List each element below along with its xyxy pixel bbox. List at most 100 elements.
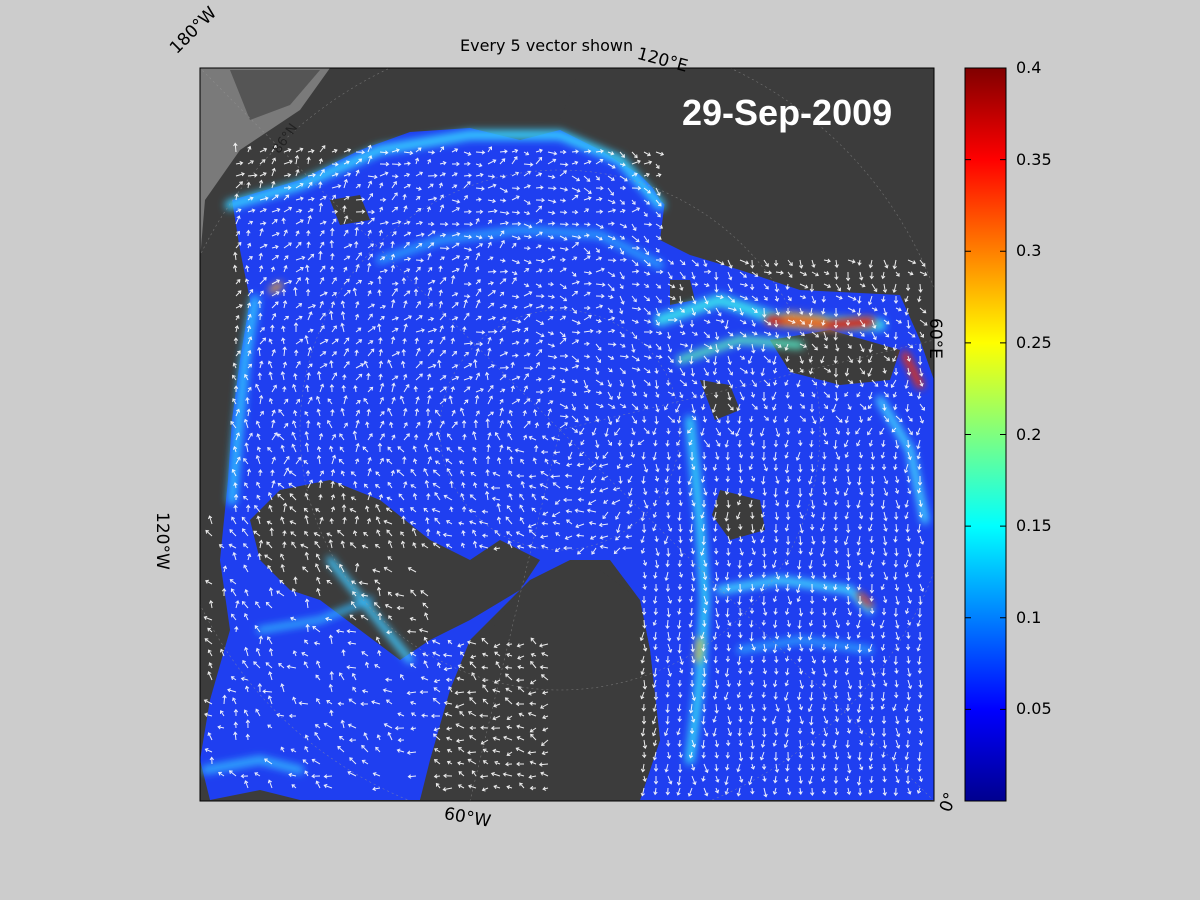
drift-arrow: [283, 264, 288, 273]
drift-arrow: [467, 784, 477, 789]
drift-arrow: [737, 571, 743, 579]
drift-arrow: [751, 319, 756, 327]
drift-arrow: [307, 149, 315, 154]
drift-arrow: [751, 703, 756, 713]
drift-arrow: [595, 439, 600, 449]
drift-arrow: [379, 411, 385, 417]
drift-arrow: [343, 361, 350, 369]
drift-arrow: [727, 307, 737, 312]
drift-arrow: [523, 303, 533, 309]
drift-arrow: [415, 208, 422, 213]
drift-arrow: [643, 343, 652, 349]
drift-arrow: [918, 499, 923, 508]
drift-arrow: [629, 439, 634, 448]
drift-arrow: [774, 283, 780, 293]
drift-arrow: [654, 487, 659, 494]
drift-arrow: [893, 403, 898, 411]
drift-arrow: [319, 220, 327, 225]
drift-arrow: [256, 494, 261, 501]
drift-arrow: [337, 529, 345, 537]
drift-arrow: [883, 391, 889, 398]
drift-arrow: [377, 275, 382, 285]
drift-arrow: [739, 331, 747, 338]
colorbar-tick-label: 0.25: [1016, 332, 1052, 352]
drift-arrow: [602, 451, 609, 459]
drift-arrow: [703, 355, 710, 363]
drift-arrow: [505, 673, 513, 681]
drift-arrow: [784, 679, 789, 687]
drift-arrow: [304, 639, 309, 645]
drift-arrow: [487, 411, 495, 417]
drift-arrow: [857, 787, 863, 797]
drift-arrow: [511, 235, 521, 241]
drift-arrow: [643, 329, 653, 335]
drift-arrow: [821, 295, 826, 303]
drift-arrow: [331, 372, 338, 381]
drift-arrow: [655, 199, 662, 207]
drift-arrow: [856, 547, 861, 556]
drift-arrow: [905, 403, 910, 413]
drift-arrow: [343, 266, 348, 273]
drift-arrow: [785, 283, 790, 290]
drift-arrow: [245, 719, 251, 729]
drift-arrow: [367, 491, 372, 501]
drift-arrow: [810, 523, 815, 531]
drift-arrow: [631, 207, 641, 213]
drift-arrow: [424, 612, 429, 621]
drift-arrow: [774, 295, 779, 302]
drift-arrow: [787, 259, 793, 266]
drift-arrow: [835, 343, 840, 352]
drift-arrow: [666, 379, 671, 387]
drift-arrow: [613, 547, 621, 555]
drift-arrow: [466, 690, 477, 695]
drift-arrow: [809, 451, 814, 460]
drift-arrow: [432, 697, 441, 705]
drift-arrow: [460, 651, 465, 657]
drift-arrow: [360, 701, 369, 707]
drift-arrow: [750, 283, 755, 291]
drift-arrow: [481, 637, 489, 645]
drift-arrow: [607, 175, 615, 181]
drift-arrow: [676, 415, 682, 424]
drift-arrow: [713, 655, 718, 664]
drift-arrow: [727, 367, 733, 376]
drift-arrow: [515, 701, 524, 707]
drift-arrow: [810, 583, 815, 594]
drift-arrow: [868, 343, 873, 353]
drift-arrow: [391, 174, 399, 179]
drift-arrow: [267, 724, 273, 729]
drift-arrow: [607, 221, 615, 226]
drift-arrow: [714, 679, 720, 689]
drift-arrow: [787, 403, 792, 410]
drift-arrow: [858, 511, 864, 520]
drift-arrow: [411, 527, 417, 537]
drift-arrow: [279, 579, 285, 585]
drift-arrow: [232, 398, 237, 405]
drift-arrow: [737, 439, 742, 448]
drift-arrow: [607, 403, 616, 409]
drift-arrow: [523, 184, 531, 189]
drift-arrow: [499, 398, 504, 405]
drift-arrow: [857, 355, 862, 364]
drift-arrow: [786, 475, 791, 483]
drift-arrow: [715, 319, 725, 324]
drift-arrow: [832, 739, 837, 749]
drift-arrow: [691, 331, 698, 336]
drift-arrow: [787, 367, 794, 373]
drift-arrow: [677, 559, 682, 568]
drift-arrow: [727, 403, 734, 411]
drift-arrow: [291, 431, 297, 441]
drift-arrow: [355, 442, 360, 453]
drift-arrow: [688, 487, 693, 497]
drift-arrow: [847, 343, 852, 349]
drift-arrow: [619, 331, 625, 338]
drift-arrow: [349, 542, 357, 549]
drift-arrow: [859, 319, 866, 328]
drift-arrow: [810, 499, 816, 510]
drift-arrow: [810, 739, 815, 747]
drift-arrow: [714, 739, 720, 748]
drift-arrow: [798, 667, 803, 675]
drift-arrow: [595, 223, 604, 229]
drift-arrow: [576, 462, 585, 467]
drift-arrow: [339, 433, 345, 441]
